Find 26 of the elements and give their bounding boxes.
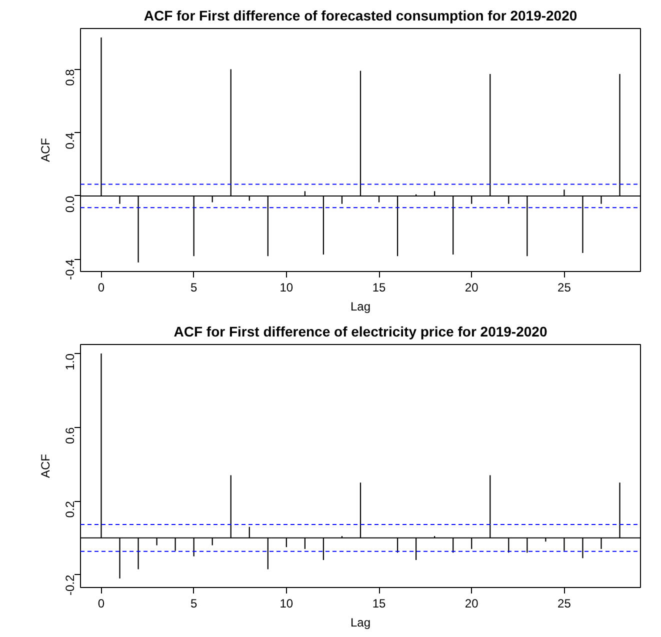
x-tick-label: 10	[280, 596, 294, 610]
x-tick-label: 0	[98, 596, 105, 610]
x-tick-label: 25	[558, 596, 572, 610]
y-tick-label: 0.6	[63, 426, 77, 444]
y-axis-title: ACF	[38, 138, 52, 162]
chart-title: ACF for First difference of electricity price for 2019-2020	[174, 324, 548, 340]
x-axis-title: Lag	[350, 616, 371, 630]
x-tick-label: 25	[558, 280, 572, 294]
y-tick-label: 0.2	[63, 500, 77, 518]
x-tick-label: 5	[190, 596, 198, 610]
x-tick-label: 15	[372, 596, 386, 610]
x-tick-label: 15	[372, 280, 386, 294]
x-tick-label: 10	[280, 280, 294, 294]
y-tick-label: -0.4	[63, 258, 77, 280]
x-tick-label: 20	[464, 280, 479, 294]
x-tick-label: 0	[98, 280, 105, 294]
chart-title: ACF for First difference of forecasted consumption for 2019-2020	[144, 8, 578, 24]
y-tick-label: 0.0	[63, 196, 77, 213]
x-axis-title: Lag	[350, 300, 371, 314]
y-tick-label: 0.4	[63, 132, 77, 150]
y-axis-title: ACF	[38, 454, 52, 478]
x-tick-label: 5	[190, 280, 198, 294]
y-tick-label: 1.0	[63, 353, 77, 370]
y-tick-label: -0.2	[63, 574, 77, 596]
x-tick-label: 20	[464, 596, 479, 610]
y-tick-label: 0.8	[63, 68, 77, 86]
